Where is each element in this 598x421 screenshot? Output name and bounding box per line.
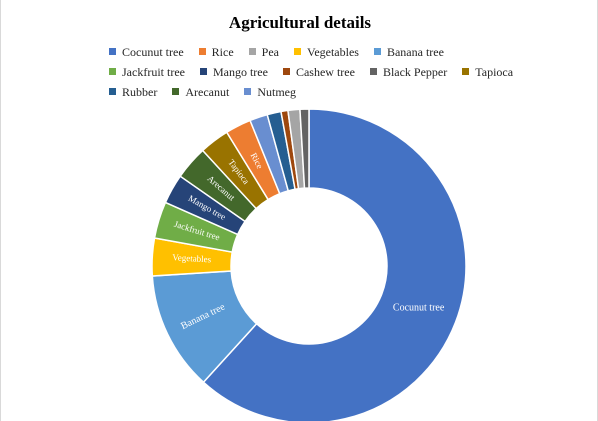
- legend-entry: Banana tree: [373, 45, 444, 60]
- legend-label: Nutmeg: [257, 85, 296, 99]
- legend-entry: Mango tree: [199, 65, 268, 80]
- legend-entry: Nutmeg: [244, 85, 296, 100]
- legend-label: Cocunut tree: [122, 45, 184, 59]
- legend-swatch: [373, 48, 381, 55]
- legend-label: Tapioca: [475, 65, 514, 79]
- legend-swatch: [109, 48, 116, 55]
- legend-swatch: [462, 68, 470, 75]
- legend-row: Cocunut tree Rice Pea Vegetables Banana tree: [109, 43, 589, 63]
- legend-swatch: [199, 68, 207, 75]
- legend-swatch: [198, 48, 206, 55]
- legend-label: Rubber: [122, 85, 158, 99]
- legend-swatch: [282, 68, 290, 75]
- legend-entry: Cashew tree: [282, 65, 355, 80]
- legend-entry: Tapioca: [462, 65, 513, 80]
- legend-row: Rubber Arecanut Nutmeg: [109, 83, 589, 103]
- legend-swatch: [369, 68, 377, 75]
- legend-label: Pea: [261, 45, 279, 59]
- legend-label: Mango tree: [212, 65, 268, 79]
- legend-label: Banana tree: [386, 45, 444, 59]
- legend-swatch: [248, 48, 256, 55]
- legend-swatch: [244, 88, 252, 95]
- legend-swatch: [109, 68, 116, 75]
- legend-label: Arecanut: [185, 85, 230, 99]
- donut-slice-black-pepper: [299, 108, 310, 189]
- legend-label: Vegetables: [306, 45, 359, 59]
- legend-entry: Arecanut: [172, 85, 229, 100]
- legend-label: Rice: [211, 45, 234, 59]
- legend-row: Jackfruit tree Mango tree Cashew tree Black…: [109, 63, 589, 83]
- legend-entry: Rice: [198, 45, 234, 60]
- legend-swatch: [172, 88, 180, 95]
- donut-slice-cocunut-tree: [202, 108, 467, 421]
- legend-label: Black Pepper: [382, 65, 448, 79]
- legend-entry: Vegetables: [293, 45, 359, 60]
- chart-legend: Cocunut tree Rice Pea Vegetables Banana tree…: [109, 43, 589, 103]
- legend-entry: Jackfruit tree: [109, 65, 185, 80]
- legend-swatch: [109, 88, 116, 95]
- legend-label: Cashew tree: [295, 65, 355, 79]
- legend-label: Jackfruit tree: [122, 65, 185, 79]
- legend-entry: Pea: [248, 45, 279, 60]
- slice-label: Cocunut tree: [393, 303, 445, 314]
- legend-entry: Rubber: [109, 85, 157, 100]
- slice-label: Vegetables: [172, 252, 212, 264]
- legend-swatch: [293, 48, 301, 55]
- legend-entry: Black Pepper: [369, 65, 448, 80]
- chart-title: Agricultural details: [228, 13, 372, 32]
- legend-entry: Cocunut tree: [109, 45, 184, 60]
